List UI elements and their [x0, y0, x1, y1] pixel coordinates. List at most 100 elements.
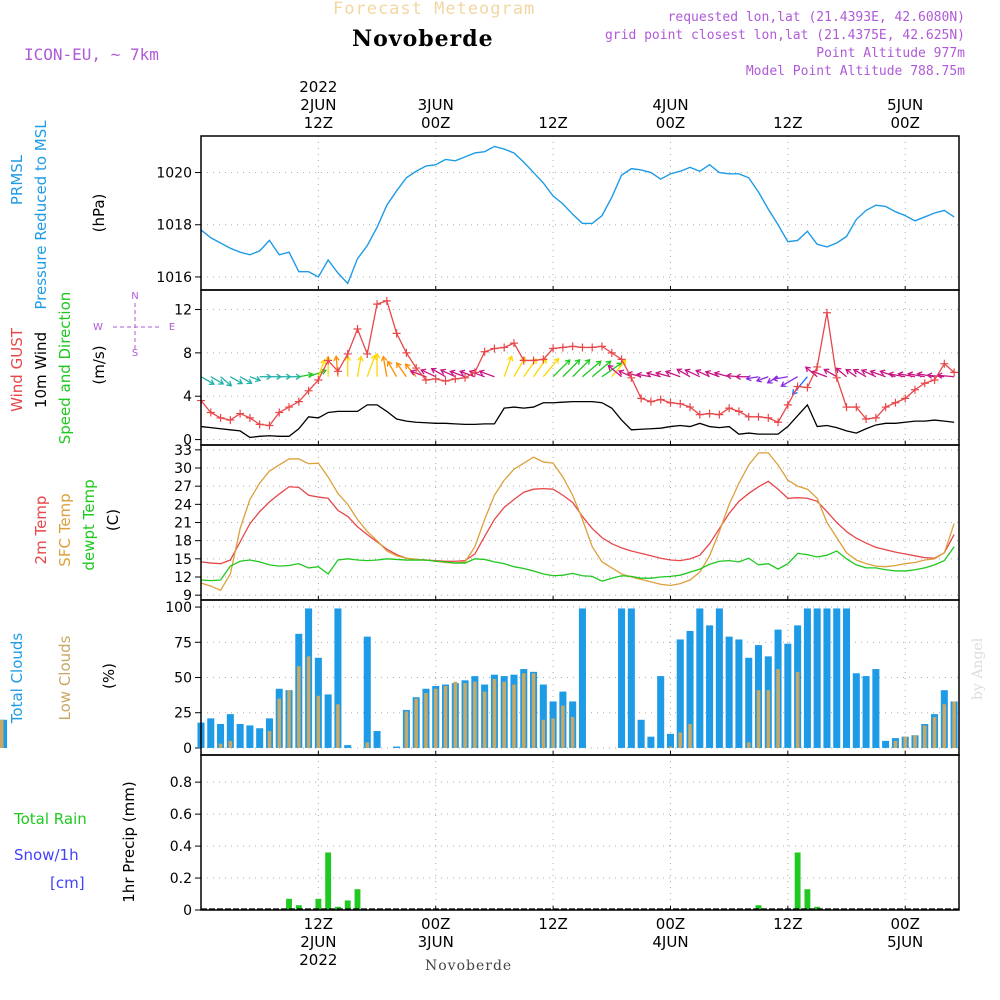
- rain-bar: [344, 900, 351, 910]
- total-cloud-bar: [686, 631, 694, 748]
- cloud-tick-label: 0: [183, 741, 192, 757]
- wind-arrow-shaft: [396, 362, 407, 378]
- wind-arrow-head: [926, 372, 933, 379]
- total-cloud-bar: [207, 718, 215, 748]
- wind-arrow-head: [218, 379, 225, 385]
- wind-arrow-head: [645, 370, 652, 378]
- gust-marker: [695, 410, 704, 419]
- low-cloud-bar: [952, 701, 956, 748]
- wind-arrow-shaft: [572, 359, 591, 378]
- pressure-tick-label: 1018: [156, 218, 192, 234]
- wind-arrow-head: [879, 369, 886, 376]
- gust-marker: [774, 418, 783, 427]
- wind-arrow: [269, 373, 283, 380]
- temp-label-unit: (C): [104, 509, 122, 531]
- low-cloud-bar: [893, 740, 898, 748]
- wind-arrow-shaft: [542, 358, 559, 378]
- wind-arrow-head: [695, 369, 702, 376]
- pressure-tick-label: 1020: [156, 166, 192, 182]
- low-cloud-bar: [424, 693, 428, 748]
- rain-bar: [755, 905, 762, 910]
- temp-tick-label: 30: [174, 461, 192, 477]
- wind-arrow: [869, 369, 886, 378]
- wind-arrow: [823, 368, 838, 378]
- wind-arrow-head: [430, 367, 437, 374]
- low-cloud-bar: [541, 719, 546, 748]
- wind-arrow: [289, 373, 302, 380]
- precip-tick-label: 0.2: [170, 871, 192, 887]
- gust-marker: [822, 308, 831, 317]
- pressure-label-prmsl: PRMSL: [8, 154, 26, 205]
- low-cloud-bar: [913, 735, 917, 748]
- wind-arrow-shaft: [656, 372, 671, 378]
- low-cloud-bar: [746, 742, 751, 748]
- wind-arrow-head: [704, 370, 711, 377]
- wind-arrow-shaft: [607, 365, 622, 378]
- gust-marker: [891, 398, 900, 407]
- gust-marker: [930, 375, 939, 384]
- wind-arrow-head: [370, 354, 377, 361]
- low-cloud-bar: [561, 705, 565, 748]
- bottom-time-label: 5JUN: [887, 933, 923, 951]
- wind-arrow-head: [449, 369, 456, 376]
- requested-coords: requested lon,lat (21.4393E, 42.6080N): [667, 10, 965, 25]
- rain-bar: [804, 889, 811, 910]
- low-cloud-bar: [942, 704, 947, 748]
- gust-marker: [324, 356, 333, 365]
- low-cloud-bar: [903, 736, 907, 748]
- bottom-time-label: 4JUN: [652, 933, 688, 951]
- wind-arrow-shaft: [420, 369, 437, 378]
- total-cloud-bar: [784, 643, 792, 748]
- low-cloud-bar: [932, 716, 937, 748]
- gust-marker: [255, 420, 264, 429]
- wind-arrow-head: [684, 368, 691, 375]
- wind-arrow: [780, 376, 798, 387]
- gust-marker: [421, 375, 430, 384]
- wind-arrow: [373, 352, 381, 377]
- gust-marker: [558, 343, 567, 352]
- gust-marker: [529, 356, 538, 365]
- gust-marker: [598, 342, 607, 351]
- wind-arrow-shaft: [880, 370, 896, 378]
- gust-marker: [725, 404, 734, 413]
- low-cloud-bar: [414, 698, 418, 748]
- wind-arrow-shaft: [835, 367, 847, 378]
- gust-marker: [549, 344, 558, 353]
- gust-marker: [431, 374, 440, 383]
- wind-tick-label: 4: [183, 389, 192, 405]
- wind-arrow-head: [574, 359, 581, 365]
- pressure-label-unit: (hPa): [90, 194, 108, 233]
- gust-marker: [842, 403, 851, 412]
- wind-arrow-shaft: [927, 374, 945, 378]
- wind-arrow-head: [373, 352, 381, 359]
- wind-arrow-head: [478, 369, 485, 376]
- wind-arrow: [503, 355, 514, 377]
- low-cloud-bar: [923, 725, 927, 748]
- wind-arrow-head: [791, 389, 798, 396]
- total-cloud-bar: [334, 608, 342, 748]
- wind-arrow-head: [564, 359, 571, 366]
- total-cloud-bar: [696, 608, 704, 748]
- gust-marker: [275, 408, 284, 417]
- wind-arrow-head: [916, 371, 923, 378]
- gust-marker: [373, 300, 382, 309]
- total-cloud-bar: [666, 733, 674, 748]
- compass-n: N: [131, 291, 138, 302]
- gust-marker: [314, 375, 323, 384]
- gust-marker: [803, 383, 812, 392]
- cloud-tick-label: 75: [174, 635, 192, 651]
- wind-tick-label: 8: [183, 346, 192, 362]
- temp-tick-label: 18: [174, 534, 192, 550]
- cloud-label-unit: (%): [100, 663, 118, 689]
- low-cloud-bar: [492, 678, 497, 748]
- wind-arrow-shaft: [773, 376, 788, 380]
- top-time-label: 4JUN: [652, 96, 688, 114]
- wind-label-gust: Wind GUST: [8, 327, 26, 412]
- gust-marker: [392, 329, 401, 338]
- wind-arrow-head: [607, 364, 614, 371]
- low-cloud-bar: [316, 695, 321, 748]
- wind-arrow: [366, 354, 377, 377]
- cloud-label-total: Total Clouds: [8, 633, 26, 725]
- rain-bar: [794, 852, 801, 910]
